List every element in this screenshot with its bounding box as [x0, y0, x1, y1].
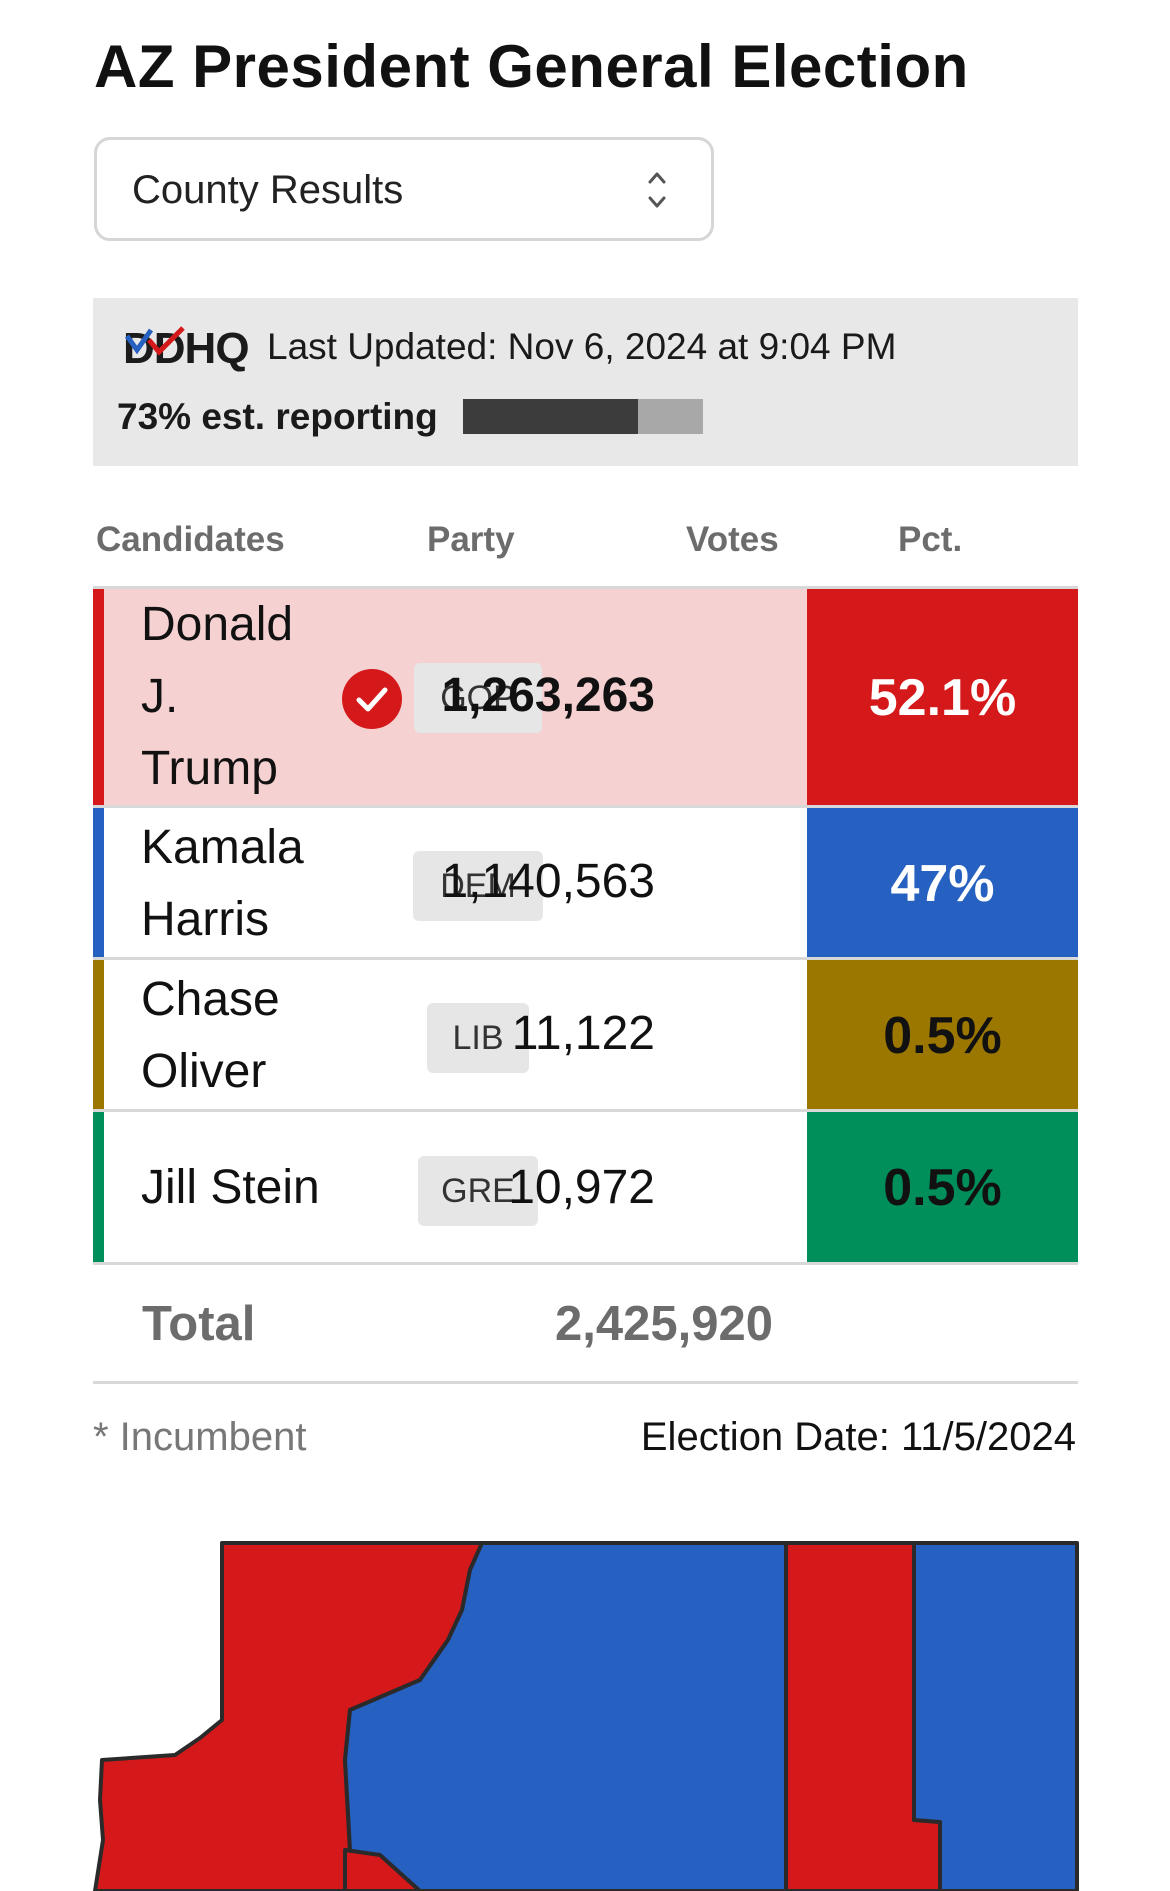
candidate-name-line: Trump [141, 742, 278, 795]
last-updated: Last Updated: Nov 6, 2024 at 9:04 PM [267, 326, 897, 367]
vote-count: 10,972 [508, 1161, 655, 1214]
vote-percentage: 47% [807, 808, 1078, 957]
header-candidates: Candidates [96, 520, 285, 559]
county-blue-far-east [912, 1541, 1079, 1891]
candidate-name-line: Oliver [141, 1045, 267, 1098]
candidate-name-line: Harris [141, 893, 269, 946]
candidate-name-line: Donald [141, 598, 294, 651]
table-row: Jill Stein GRE 10,972 0.5% [93, 1112, 1078, 1265]
chevron-up-down-icon [648, 172, 666, 208]
party-color-stripe [93, 1112, 104, 1262]
status-panel: DDHQ Last Updated: Nov 6, 2024 at 9:04 P… [93, 298, 1078, 466]
check-mark-logo-icon [125, 326, 185, 356]
county-red-southwest [343, 1848, 422, 1891]
view-select-value: County Results [132, 168, 404, 212]
party-badge: GRE [418, 1156, 538, 1226]
vote-count: 11,122 [511, 1007, 655, 1060]
page-title: AZ President General Election [94, 33, 969, 100]
header-party: Party [427, 520, 515, 559]
table-row: Donald J. Trump GOP 1,263,263 52.1% [93, 589, 1078, 808]
table-row: Kamala Harris DEM 1,140,563 47% [93, 808, 1078, 960]
party-badge: LIB [427, 1003, 529, 1073]
candidate-name-line: Chase [141, 973, 280, 1026]
reporting-label: 73% est. reporting [117, 396, 438, 437]
table-row: Chase Oliver LIB 11,122 0.5% [93, 960, 1078, 1112]
incumbent-note: * Incumbent [93, 1415, 307, 1459]
party-color-stripe [93, 589, 104, 805]
header-pct: Pct. [898, 520, 963, 559]
view-select[interactable]: County Results [94, 137, 714, 241]
reporting-progress-bar [463, 399, 703, 434]
candidate-name: Jill Stein [141, 1152, 401, 1224]
total-votes: 2,425,920 [555, 1297, 773, 1351]
logo-text: DDHQ [123, 324, 250, 373]
vote-percentage: 52.1% [807, 589, 1078, 805]
ddhq-logo: DDHQ [123, 324, 250, 374]
party-color-stripe [93, 808, 104, 957]
table-top-border [93, 586, 1078, 589]
header-votes: Votes [686, 520, 779, 559]
candidate-name-line: Kamala [141, 821, 304, 874]
county-results-map[interactable] [0, 1530, 1170, 1891]
party-badge: DEM [413, 851, 543, 921]
vote-percentage: 0.5% [807, 960, 1078, 1109]
total-divider [93, 1381, 1078, 1384]
vote-percentage: 0.5% [807, 1112, 1078, 1262]
vote-count: 1,263,263 [441, 669, 655, 722]
party-badge: GOP [414, 663, 542, 733]
election-date: Election Date: 11/5/2024 [640, 1415, 1076, 1459]
candidate-name: Kamala Harris [141, 812, 341, 956]
candidate-name: Chase Oliver [141, 964, 341, 1108]
candidate-name-line: Jill Stein [141, 1161, 320, 1214]
reporting-progress-fill [463, 399, 639, 434]
party-color-stripe [93, 960, 104, 1109]
candidate-name: Donald J. Trump [141, 589, 341, 805]
total-label: Total [142, 1297, 256, 1351]
candidate-name-line: J. [141, 670, 179, 723]
vote-count: 1,140,563 [441, 855, 655, 908]
winner-check-icon [342, 669, 402, 729]
